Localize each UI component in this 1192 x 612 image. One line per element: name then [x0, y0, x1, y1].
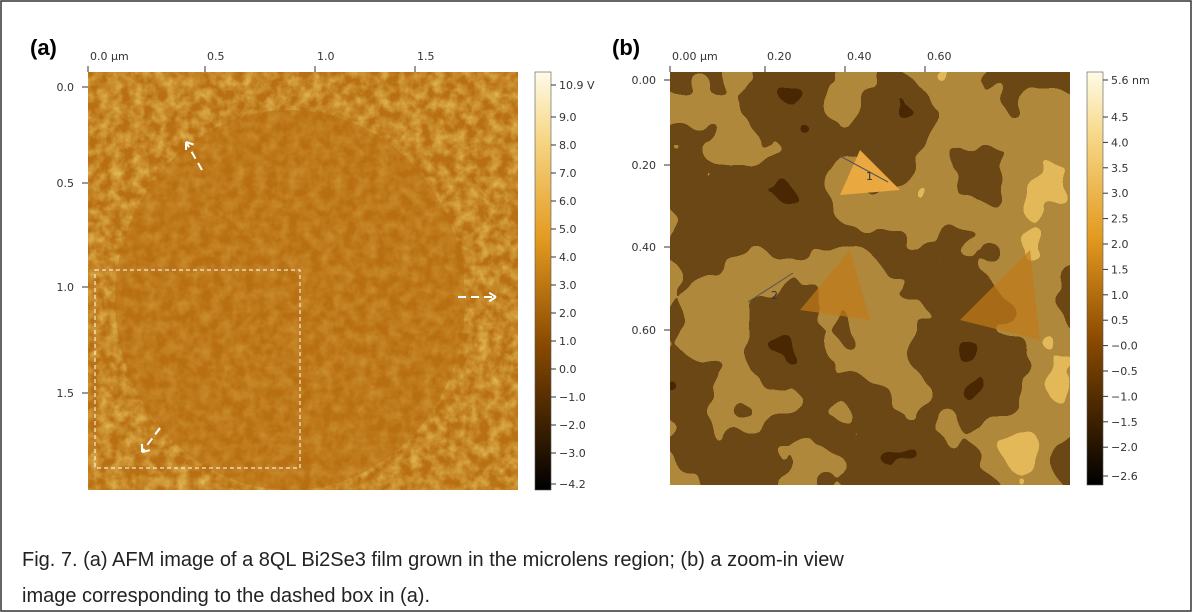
left-tick-label: 0.5 [57, 177, 75, 190]
colorbar-a [535, 72, 551, 490]
colorbar-label: −1.0 [559, 391, 586, 404]
left-tick-label: 0.00 [632, 74, 657, 87]
profile-label: 2 [771, 289, 778, 302]
afm-image-b [670, 72, 1070, 485]
colorbar-label: 4.0 [559, 251, 577, 264]
colorbar-label: 0.5 [1111, 314, 1129, 327]
colorbar-label: 7.0 [559, 167, 577, 180]
colorbar-label: −2.6 [1111, 470, 1138, 483]
top-tick-label: 0.0 µm [90, 50, 129, 63]
colorbar-label: −2.0 [559, 419, 586, 432]
colorbar-label: 2.0 [559, 307, 577, 320]
colorbar-label: 3.0 [1111, 187, 1129, 200]
profile-label: 1 [866, 170, 873, 183]
left-tick-label: 1.5 [57, 387, 75, 400]
caption-line: image corresponding to the dashed box in… [22, 585, 430, 607]
afm-image-a [88, 72, 518, 490]
colorbar-label: −0.0 [1111, 340, 1138, 353]
top-tick-label: 0.5 [207, 50, 225, 63]
caption-line: Fig. 7. (a) AFM image of a 8QL Bi2Se3 fi… [22, 549, 844, 571]
colorbar-label: −1.5 [1111, 416, 1138, 429]
top-tick-label: 1.5 [417, 50, 435, 63]
colorbar-label: −0.5 [1111, 365, 1138, 378]
colorbar-label: 6.0 [559, 195, 577, 208]
colorbar-label: 10.9 V [559, 79, 595, 92]
colorbar-label: 4.0 [1111, 136, 1129, 149]
left-tick-label: 0.0 [57, 81, 75, 94]
top-tick-label: 0.60 [927, 50, 952, 63]
colorbar-label: 1.0 [559, 335, 577, 348]
left-tick-label: 0.60 [632, 324, 657, 337]
left-tick-label: 1.0 [57, 281, 75, 294]
colorbar-label: 1.0 [1111, 289, 1129, 302]
colorbar-label: 0.0 [559, 363, 577, 376]
colorbar-label: 5.6 nm [1111, 74, 1150, 87]
panel-label: (b) [612, 35, 640, 60]
colorbar-label: 1.5 [1111, 263, 1129, 276]
left-tick-label: 0.20 [632, 159, 657, 172]
colorbar-label: −1.0 [1111, 390, 1138, 403]
colorbar-label: 8.0 [559, 139, 577, 152]
colorbar-label: 3.0 [559, 279, 577, 292]
colorbar-label: 2.0 [1111, 238, 1129, 251]
top-tick-label: 1.0 [317, 50, 335, 63]
colorbar-label: −3.0 [559, 447, 586, 460]
colorbar-label: 2.5 [1111, 213, 1129, 226]
top-tick-label: 0.40 [847, 50, 872, 63]
panel-label: (a) [30, 35, 57, 60]
left-tick-label: 0.40 [632, 241, 657, 254]
top-tick-label: 0.20 [767, 50, 792, 63]
figure: (a) 0.0 µm 0.5 1.0 1.5 0.0 0.5 1.0 1.5 10.9 V 9.0 8… [0, 0, 1192, 612]
colorbar-label: 4.5 [1111, 111, 1129, 124]
colorbar-b [1087, 72, 1103, 485]
colorbar-label: 3.5 [1111, 162, 1129, 175]
top-tick-label: 0.00 µm [672, 50, 718, 63]
colorbar-label: −4.2 [559, 478, 586, 491]
colorbar-label: −2.0 [1111, 441, 1138, 454]
colorbar-label: 9.0 [559, 111, 577, 124]
colorbar-label: 5.0 [559, 223, 577, 236]
